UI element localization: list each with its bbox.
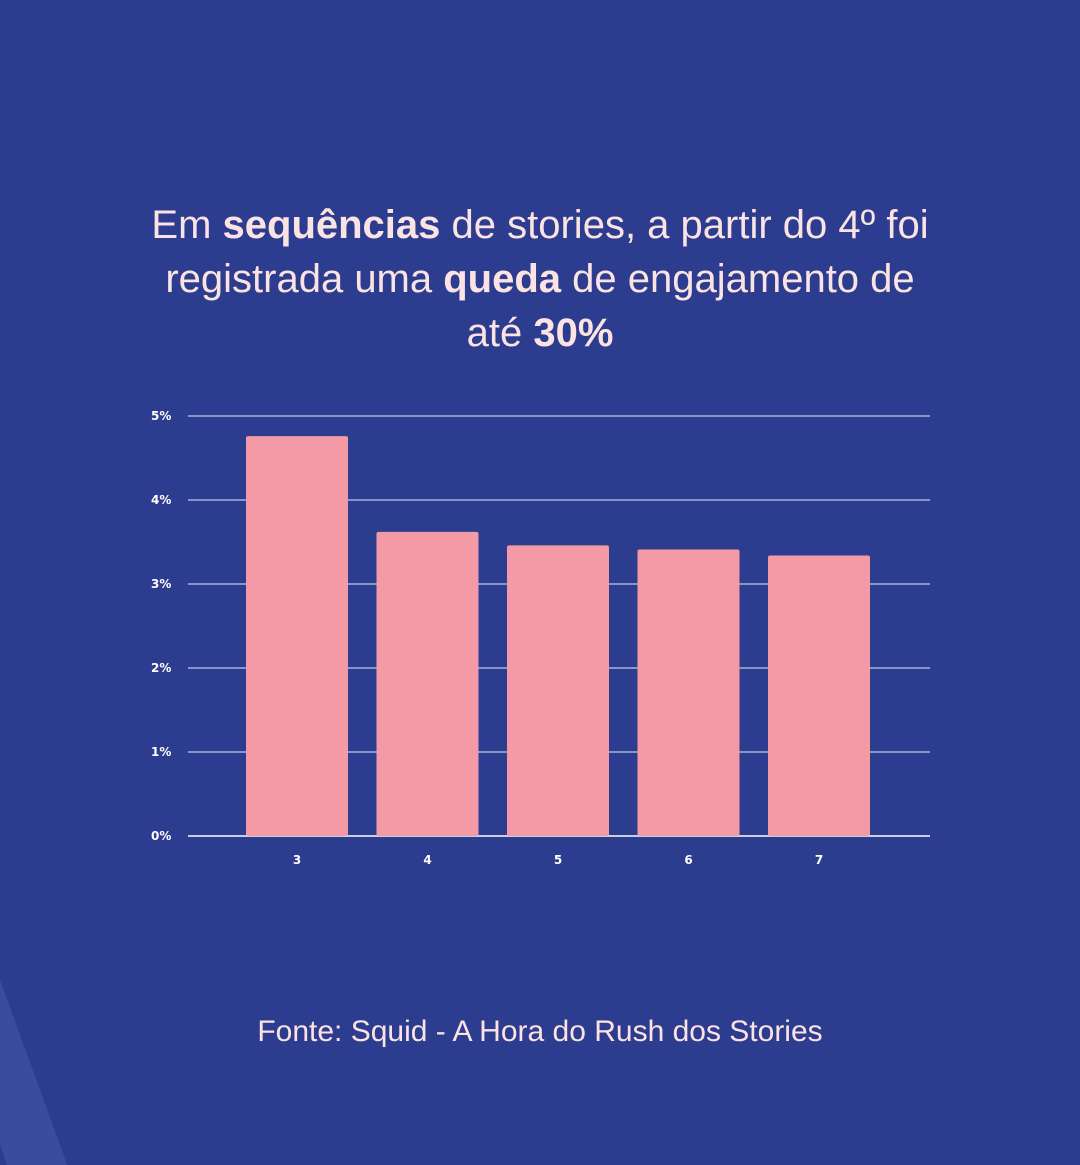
bar-6: [637, 549, 740, 836]
x-tick-label: 5: [554, 853, 562, 867]
bar-chart: 0% 1% 2% 3% 4% 5% 3 4 5 6 7: [151, 409, 930, 867]
headline-bold-3: 30%: [533, 311, 614, 355]
headline-bold-1: sequências: [222, 203, 441, 247]
x-tick-label: 4: [423, 853, 431, 867]
bar-4: [376, 531, 479, 836]
bars: [246, 436, 870, 836]
bar-5: [507, 545, 609, 836]
x-tick-label: 6: [684, 853, 692, 867]
y-tick-label: 3%: [151, 577, 171, 591]
source-caption: Fonte: Squid - A Hora do Rush dos Storie…: [257, 1015, 823, 1048]
y-tick-labels: 0% 1% 2% 3% 4% 5%: [151, 409, 171, 843]
headline-text-2: de stories, a partir do 4º foi registrad…: [165, 203, 929, 301]
y-tick-label: 5%: [151, 409, 171, 423]
headline: Em sequências de stories, a partir do 4º…: [140, 198, 940, 360]
x-tick-label: 3: [293, 853, 301, 867]
headline-text-1: Em: [151, 203, 223, 247]
headline-bold-2: queda: [443, 257, 562, 301]
bar-7: [768, 555, 870, 836]
x-tick-labels: 3 4 5 6 7: [293, 853, 823, 867]
y-tick-label: 4%: [151, 493, 171, 507]
slide: Em sequências de stories, a partir do 4º…: [0, 198, 940, 1165]
headline-text-3: de engajamento de até: [466, 257, 915, 355]
y-tick-label: 2%: [151, 661, 171, 675]
y-tick-label: 0%: [151, 829, 171, 843]
x-tick-label: 7: [815, 853, 823, 867]
y-tick-label: 1%: [151, 745, 171, 759]
bar-3: [246, 436, 348, 836]
